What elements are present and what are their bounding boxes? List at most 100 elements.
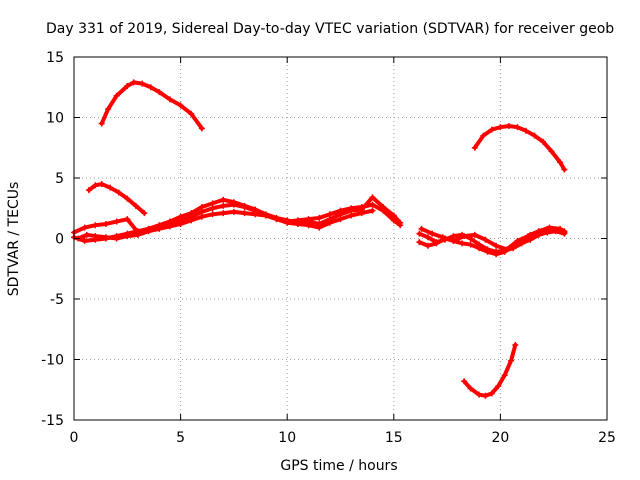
data-point xyxy=(397,219,404,226)
data-point xyxy=(525,233,532,240)
data-point xyxy=(418,225,425,232)
data-point xyxy=(166,223,173,230)
data-point xyxy=(230,199,237,206)
y-tick-label: -10 xyxy=(41,353,64,369)
data-point xyxy=(512,341,519,348)
data-point xyxy=(294,220,301,227)
data-point xyxy=(113,218,120,225)
data-point xyxy=(471,144,478,151)
data-point xyxy=(493,242,500,249)
data-point xyxy=(548,148,555,155)
data-point xyxy=(522,127,529,134)
data-point xyxy=(495,383,502,390)
data-point xyxy=(505,122,512,129)
data-point xyxy=(369,207,376,214)
x-tick-label: 25 xyxy=(598,430,616,446)
data-point xyxy=(488,126,495,133)
data-point xyxy=(198,125,205,132)
data-point xyxy=(177,220,184,227)
x-tick-label: 10 xyxy=(278,430,296,446)
plot-frame xyxy=(73,56,608,421)
y-tick-label: 0 xyxy=(55,232,64,248)
data-point xyxy=(166,96,173,103)
y-axis-title: SDTVAR / TECUs xyxy=(6,182,22,297)
data-point xyxy=(83,231,90,238)
series-line xyxy=(472,123,567,172)
data-point xyxy=(124,83,131,90)
data-point xyxy=(198,204,205,211)
data-point xyxy=(424,242,431,249)
data-point xyxy=(220,210,227,217)
data-point xyxy=(480,132,487,139)
data-point xyxy=(98,181,105,188)
data-point xyxy=(198,213,205,220)
data-point xyxy=(124,233,131,240)
data-point xyxy=(102,220,109,227)
data-point xyxy=(113,92,120,99)
data-point xyxy=(493,251,500,258)
x-tick-label: 0 xyxy=(70,430,79,446)
series-line xyxy=(99,80,204,131)
data-point xyxy=(450,237,457,244)
data-point xyxy=(113,235,120,242)
data-point xyxy=(177,213,184,220)
x-tick-label: 20 xyxy=(491,430,509,446)
data-point xyxy=(220,196,227,203)
data-point xyxy=(124,195,131,202)
data-point xyxy=(230,208,237,215)
data-point xyxy=(241,210,248,217)
y-tick-label: -5 xyxy=(50,292,64,308)
data-point xyxy=(503,246,510,253)
data-point xyxy=(284,219,291,226)
data-point xyxy=(514,237,521,244)
data-point xyxy=(433,240,440,247)
data-point xyxy=(81,224,88,231)
data-point xyxy=(557,159,564,166)
data-point xyxy=(156,225,163,232)
data-point xyxy=(305,222,312,229)
axis-layer: 0 5 10 15 20 25 -15 -10 -5 0 5 10 15 xyxy=(41,50,616,446)
data-point xyxy=(326,219,333,226)
data-point xyxy=(145,228,152,235)
data-point xyxy=(514,124,521,131)
series-band-f xyxy=(418,224,568,253)
data-point xyxy=(461,378,468,385)
data-point xyxy=(92,233,99,240)
series-layer xyxy=(71,79,568,399)
data-point xyxy=(557,225,564,232)
data-point xyxy=(459,240,466,247)
data-point xyxy=(241,202,248,209)
data-point xyxy=(132,202,139,209)
data-point xyxy=(439,234,446,241)
data-point xyxy=(98,120,105,127)
y-tick-label: 10 xyxy=(46,111,64,127)
data-point xyxy=(535,228,542,235)
data-point xyxy=(92,222,99,229)
data-point xyxy=(156,89,163,96)
data-point xyxy=(476,245,483,252)
data-point xyxy=(81,237,88,244)
data-point xyxy=(482,236,489,243)
data-point xyxy=(390,212,397,219)
x-tick-label: 5 xyxy=(176,430,185,446)
data-point xyxy=(424,234,431,241)
data-point xyxy=(188,110,195,117)
data-point xyxy=(130,79,137,86)
data-point xyxy=(220,202,227,209)
x-tick-label: 15 xyxy=(385,430,403,446)
x-axis-title: GPS time / hours xyxy=(280,458,397,474)
data-point xyxy=(85,187,92,194)
data-point xyxy=(546,224,553,231)
data-point xyxy=(102,234,109,241)
data-point xyxy=(416,230,423,237)
data-point xyxy=(369,201,376,208)
data-point xyxy=(531,132,538,139)
data-point xyxy=(262,212,269,219)
series-arc-high-1 xyxy=(98,79,205,132)
data-point xyxy=(188,217,195,224)
data-point xyxy=(107,184,114,191)
data-point xyxy=(461,233,468,240)
data-point xyxy=(252,211,259,218)
data-point xyxy=(561,228,568,235)
